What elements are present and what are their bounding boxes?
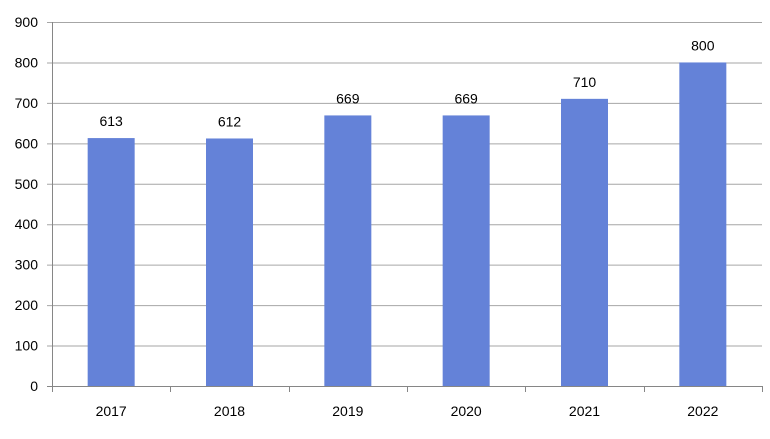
data-label: 800 xyxy=(691,37,715,53)
data-label: 669 xyxy=(336,90,360,106)
y-tick-label: 200 xyxy=(15,297,39,313)
x-tick-label: 2022 xyxy=(687,403,718,419)
data-label: 669 xyxy=(454,90,478,106)
x-tick-label: 2021 xyxy=(569,403,600,419)
x-tick-label: 2019 xyxy=(332,403,363,419)
bar-2018 xyxy=(206,138,253,386)
data-label: 613 xyxy=(99,113,123,129)
y-tick-label: 0 xyxy=(30,378,38,394)
y-tick-label: 900 xyxy=(15,14,39,30)
bar-2021 xyxy=(561,98,608,386)
y-tick-label: 300 xyxy=(15,257,39,273)
bar-2020 xyxy=(442,115,490,386)
bar-2019 xyxy=(324,115,372,386)
data-labels: 613 612 669 669 710 800 xyxy=(99,37,714,129)
data-label: 612 xyxy=(218,113,242,129)
gridlines xyxy=(47,22,762,392)
bar-2022 xyxy=(679,62,727,386)
y-tick-label: 400 xyxy=(15,216,39,232)
x-tick-label: 2020 xyxy=(451,403,482,419)
y-tick-label: 600 xyxy=(15,135,39,151)
bar-2017 xyxy=(87,138,135,386)
x-tick-label: 2017 xyxy=(96,403,127,419)
y-tick-label: 100 xyxy=(15,338,39,354)
y-tick-label: 500 xyxy=(15,176,39,192)
x-axis: 2017 2018 2019 2020 2021 2022 xyxy=(96,386,763,419)
y-tick-label: 800 xyxy=(15,54,39,70)
bars xyxy=(87,62,727,386)
y-axis-ticks: 0 100 200 300 400 500 600 700 800 900 xyxy=(15,14,39,394)
y-tick-label: 700 xyxy=(15,95,39,111)
data-label: 710 xyxy=(573,74,597,90)
x-tick-label: 2018 xyxy=(214,403,245,419)
